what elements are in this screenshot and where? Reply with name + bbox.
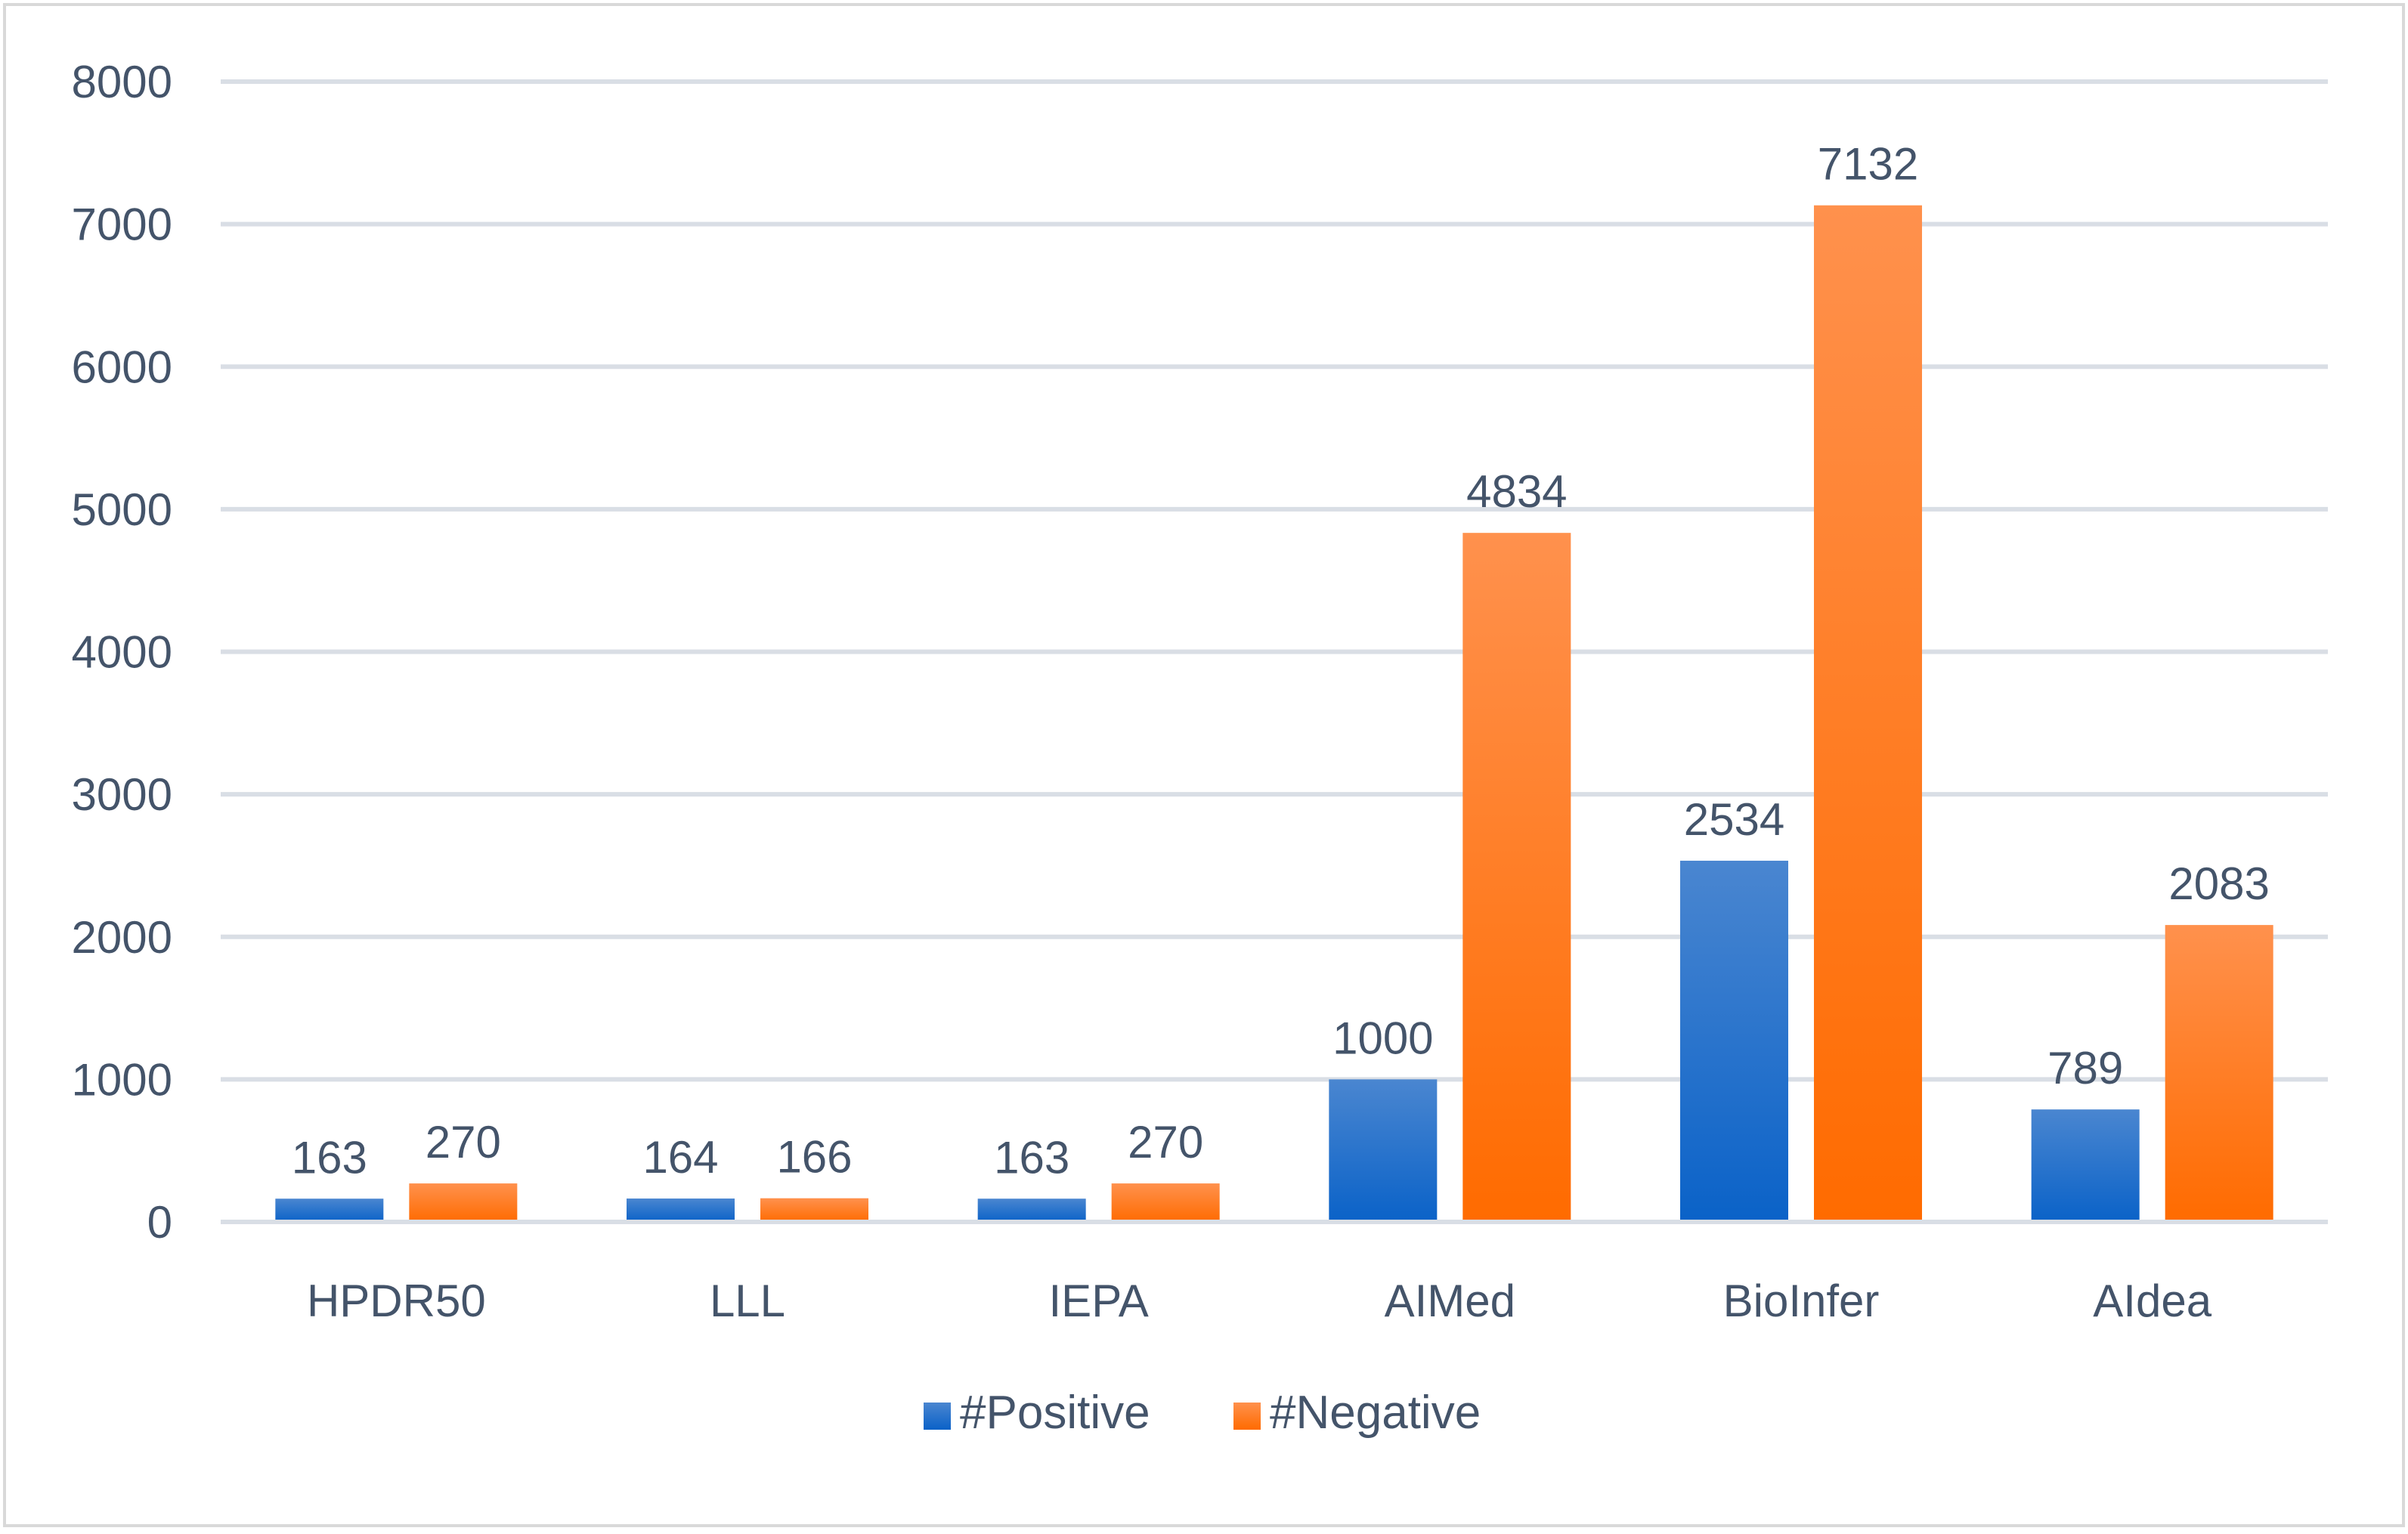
positive-bar-aimed — [1329, 1079, 1438, 1222]
positive-bar-hpdr50 — [275, 1198, 384, 1222]
negative-bar-lll — [760, 1198, 868, 1222]
data-label: 4834 — [1466, 466, 1567, 517]
positive-legend-label: #Positive — [960, 1387, 1150, 1439]
data-label: 2083 — [2168, 858, 2269, 909]
y-axis-ticks: 0 1000 2000 3000 4000 5000 6000 7000 8000 — [72, 57, 172, 1248]
positive-bar-iepa — [977, 1198, 1086, 1222]
negative-bar-hpdr50 — [409, 1183, 518, 1222]
negative-bar-bioinfer — [1814, 205, 1922, 1222]
data-label: 7132 — [1818, 139, 1918, 190]
positive-bar-lll — [627, 1198, 735, 1222]
negative-legend-swatch — [1233, 1403, 1261, 1430]
y-tick-label: 0 — [147, 1197, 172, 1248]
x-category-label: HPDR50 — [307, 1276, 486, 1326]
positive-bar-aidea — [2031, 1109, 2140, 1222]
x-category-label: BioInfer — [1723, 1276, 1880, 1326]
negative-bar-iepa — [1111, 1183, 1220, 1222]
data-label: 166 — [776, 1132, 852, 1183]
data-label: 270 — [426, 1117, 501, 1168]
x-category-label: AIdea — [2093, 1276, 2211, 1326]
y-tick-label: 7000 — [72, 199, 172, 250]
x-axis-labels: HPDR50 LLL IEPA AIMed BioInfer AIdea — [307, 1276, 2212, 1326]
y-tick-label: 2000 — [72, 912, 172, 963]
y-tick-label: 3000 — [72, 769, 172, 820]
data-label: 163 — [292, 1132, 367, 1183]
data-labels: 163 270 164 166 163 270 1000 4834 2534 7132 789 208… — [292, 139, 2270, 1183]
data-label: 2534 — [1684, 794, 1784, 845]
x-category-label: IEPA — [1049, 1276, 1149, 1326]
x-category-label: LLL — [710, 1276, 785, 1326]
y-tick-label: 6000 — [72, 342, 172, 392]
y-tick-label: 8000 — [72, 57, 172, 107]
data-label: 163 — [994, 1132, 1069, 1183]
data-label: 270 — [1128, 1117, 1203, 1168]
y-tick-label: 4000 — [72, 627, 172, 678]
y-tick-label: 1000 — [72, 1054, 172, 1105]
legend: #Positive #Negative — [924, 1387, 1481, 1439]
positive-legend-swatch — [924, 1403, 951, 1430]
positive-bar-bioinfer — [1680, 861, 1788, 1222]
y-tick-label: 5000 — [72, 484, 172, 535]
chart-frame — [3, 3, 2405, 1527]
bars — [221, 205, 2328, 1224]
data-label: 164 — [642, 1132, 718, 1183]
negative-bar-aidea — [2165, 925, 2273, 1222]
negative-bar-aimed — [1462, 533, 1571, 1222]
x-category-label: AIMed — [1385, 1276, 1515, 1326]
data-label: 789 — [2047, 1043, 2123, 1093]
data-label: 1000 — [1332, 1013, 1433, 1063]
negative-legend-label: #Negative — [1270, 1387, 1481, 1439]
